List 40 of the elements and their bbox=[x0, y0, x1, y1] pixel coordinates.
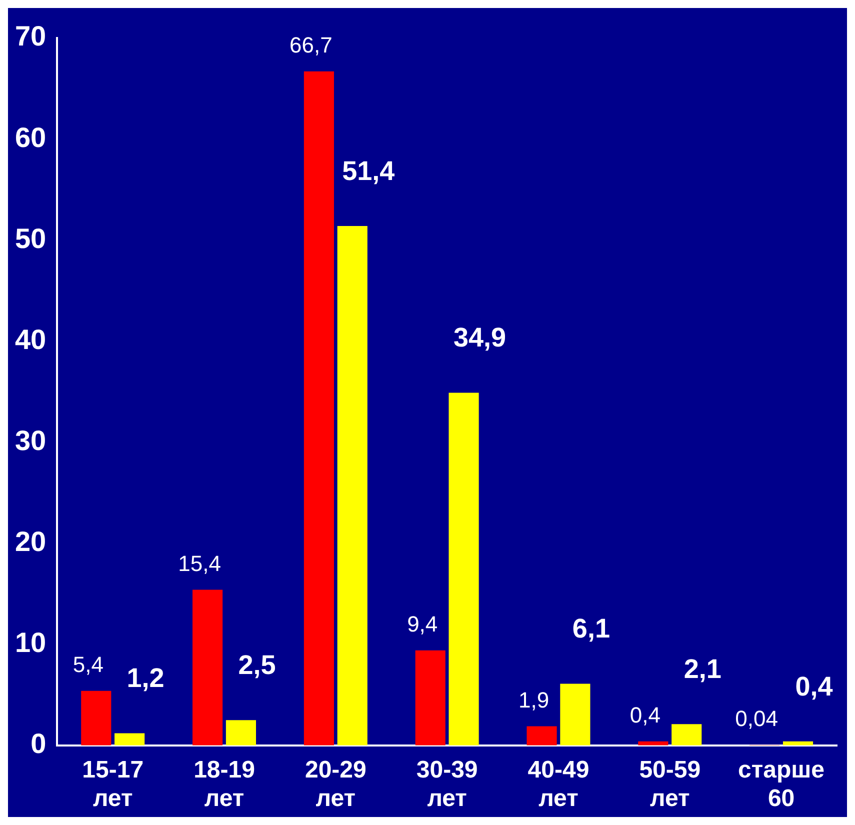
y-tick-label: 60 bbox=[14, 122, 46, 153]
data-label: 0,4 bbox=[630, 702, 660, 728]
x-tick-label: 30-39 лет bbox=[416, 756, 478, 812]
bar bbox=[192, 590, 223, 746]
bar bbox=[526, 726, 557, 746]
x-tick-label: 50-59 лет bbox=[639, 756, 701, 812]
y-tick-label: 50 bbox=[14, 222, 46, 254]
bar bbox=[448, 392, 479, 746]
data-label: 2,5 bbox=[238, 650, 276, 680]
bar bbox=[672, 724, 702, 746]
bar bbox=[81, 690, 112, 746]
bar bbox=[226, 720, 256, 746]
data-label: 9,4 bbox=[407, 611, 438, 636]
data-label: 51,4 bbox=[342, 156, 395, 186]
data-label: 0,04 bbox=[735, 706, 778, 732]
x-tick-label: 18-19 лет bbox=[194, 756, 255, 812]
data-label: 15,4 bbox=[178, 550, 221, 576]
y-tick-label: 70 bbox=[14, 20, 46, 52]
data-label: 1,2 bbox=[126, 663, 164, 694]
y-tick-label: 10 bbox=[14, 627, 46, 658]
data-label: 6,1 bbox=[572, 614, 610, 644]
y-tick-label: 0 bbox=[30, 728, 46, 760]
bar bbox=[415, 650, 446, 746]
data-label: 5,4 bbox=[72, 652, 104, 677]
data-label: 66,7 bbox=[290, 32, 332, 58]
y-tick-label: 20 bbox=[14, 526, 46, 558]
y-tick-label: 40 bbox=[14, 324, 46, 355]
data-label: 34,9 bbox=[454, 322, 506, 353]
bar bbox=[114, 733, 145, 746]
bar bbox=[304, 71, 334, 746]
x-tick-label: 40-49 лет bbox=[528, 756, 590, 812]
data-label: 2,1 bbox=[684, 654, 722, 684]
data-label: 1,9 bbox=[518, 687, 550, 712]
bar bbox=[560, 684, 590, 746]
data-label: 0,4 bbox=[795, 671, 833, 702]
x-tick-label: старше 60 bbox=[738, 756, 825, 812]
bar bbox=[337, 226, 368, 746]
x-tick-label: 15-17 лет bbox=[82, 756, 144, 812]
y-tick-label: 30 bbox=[14, 424, 46, 456]
x-tick-label: 20-29 лет bbox=[304, 756, 366, 812]
